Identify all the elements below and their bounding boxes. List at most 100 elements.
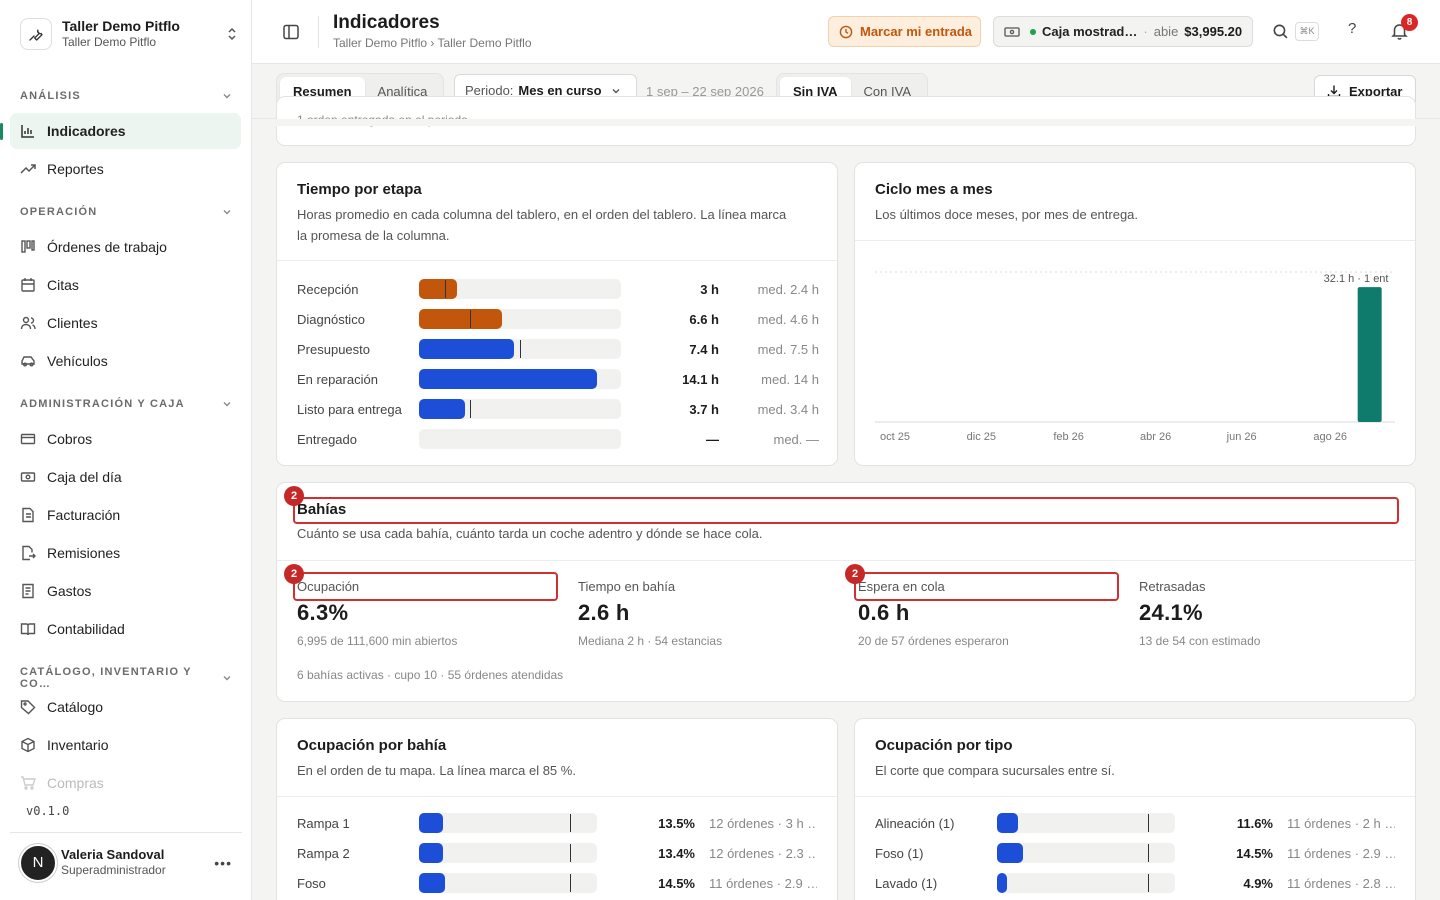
workspace-switcher[interactable]: Taller Demo Pitflo Taller Demo Pitflo: [20, 16, 240, 52]
sidebar-item-citas[interactable]: Citas: [10, 267, 241, 303]
stage-value: 7.4 h: [689, 341, 719, 357]
x-tick-label: oct 25: [880, 431, 910, 443]
highlight-box: [293, 497, 1399, 524]
chevron-down-icon: [222, 399, 232, 409]
cash-register-status[interactable]: Caja mostrad… · abie $3,995.20: [993, 16, 1253, 47]
stage-label: Diagnóstico: [297, 311, 365, 327]
stage-label: Listo para entrega: [297, 401, 402, 417]
car-icon: [21, 356, 35, 367]
stage-value: 14.1 h: [682, 371, 719, 387]
occupancy-label: Lavado (1): [875, 875, 938, 891]
more-icon[interactable]: •••: [214, 855, 232, 871]
workspace-name: Taller Demo Pitflo: [62, 18, 180, 34]
user-name: Valeria Sandoval: [61, 847, 165, 862]
type-occupancy-card: Ocupación por tipo El corte que compara …: [854, 718, 1416, 900]
date-range: 1 sep – 22 sep 2026: [646, 84, 764, 99]
divider: [318, 16, 319, 48]
sidebar-item-gastos[interactable]: Gastos: [10, 573, 241, 609]
search-icon[interactable]: [1272, 23, 1289, 40]
occupancy-bar: [419, 873, 445, 893]
book-icon: [20, 623, 36, 636]
x-tick-label: ago 26: [1313, 431, 1347, 443]
sidebar-item-label: Cobros: [47, 431, 93, 447]
workspace-subtitle: Taller Demo Pitflo: [62, 35, 157, 49]
stage-bar: [419, 369, 597, 389]
occupancy-bar-track: [419, 873, 597, 893]
target-85-marker: [570, 844, 571, 862]
section-administracion[interactable]: ADMINISTRACIÓN Y CAJA: [20, 398, 232, 410]
sidebar-item-ordenes[interactable]: Órdenes de trabajo: [10, 229, 241, 265]
sidebar-toggle-icon[interactable]: [282, 23, 300, 41]
divider: [277, 260, 837, 261]
stage-bar: [419, 399, 465, 419]
card-description: Cuánto se usa cada bahía, cuánto tarda u…: [297, 526, 763, 541]
stage-median: med. 7.5 h: [757, 341, 819, 357]
sidebar-item-catalogo[interactable]: Catálogo: [10, 689, 241, 725]
occupancy-bar-track: [997, 843, 1175, 863]
card-description: En el orden de tu mapa. La línea marca e…: [297, 763, 576, 778]
stage-bar-track: [419, 429, 621, 449]
cash-icon: [1004, 26, 1020, 37]
highlight-box: [854, 572, 1119, 601]
card-title: Tiempo por etapa: [297, 181, 422, 198]
stage-median: med. 3.4 h: [757, 401, 819, 417]
section-operacion[interactable]: OPERACIÓN: [20, 206, 232, 218]
cart-icon: [21, 776, 36, 790]
stage-value: —: [706, 431, 719, 447]
bays-card: Bahías Cuánto se usa cada bahía, cuánto …: [276, 482, 1416, 702]
box-icon: [21, 737, 35, 753]
sidebar-item-reportes[interactable]: Reportes: [10, 151, 241, 187]
kpi-tiempo-bahia: Tiempo en bahía 2.6 h Mediana 2 h · 54 e…: [578, 579, 840, 648]
occupancy-row: Rampa 2 13.4% 12 órdenes · 2.3 …: [297, 842, 817, 864]
chevron-down-icon: [222, 207, 232, 217]
tag-icon: [20, 700, 36, 715]
tab-con-iva[interactable]: Con IVA: [863, 83, 911, 99]
card-icon: [20, 433, 36, 445]
section-catalogo[interactable]: CATÁLOGO, INVENTARIO Y CO…: [20, 666, 232, 690]
sidebar-item-vehiculos[interactable]: Vehículos: [10, 343, 241, 379]
section-label: ADMINISTRACIÓN Y CAJA: [20, 398, 185, 410]
sidebar-item-compras[interactable]: Compras: [10, 765, 241, 801]
sidebar-item-clientes[interactable]: Clientes: [10, 305, 241, 341]
stage-median: med. 2.4 h: [757, 281, 819, 297]
tab-analitica[interactable]: Analítica: [377, 83, 428, 99]
sidebar-item-label: Reportes: [47, 161, 104, 177]
occupancy-percent: 11.6%: [1236, 815, 1273, 831]
sidebar-item-cobros[interactable]: Cobros: [10, 421, 241, 457]
breadcrumb: Taller Demo Pitflo › Taller Demo Pitflo: [333, 36, 532, 50]
clock-in-button[interactable]: Marcar mi entrada: [828, 16, 981, 47]
sidebar-item-indicadores[interactable]: Indicadores: [0, 113, 241, 149]
wrench-icon: [20, 18, 52, 50]
kpi-detail: 6,995 de 111,600 min abiertos: [297, 634, 458, 648]
bays-summary: 6 bahías activas · cupo 10 · 55 órdenes …: [297, 668, 564, 682]
sidebar-item-remisiones[interactable]: Remisiones: [10, 535, 241, 571]
sidebar-item-inventario[interactable]: Inventario: [10, 727, 241, 763]
occupancy-detail: 11 órdenes · 2.9 …: [709, 875, 817, 891]
cycle-bar[interactable]: [1357, 287, 1382, 422]
help-icon[interactable]: ?: [1348, 20, 1357, 37]
occupancy-bar-track: [997, 873, 1175, 893]
kpi-label: Ocupación: [297, 579, 360, 594]
period-value: Mes en curso: [518, 83, 602, 98]
bay-occupancy-card: Ocupación por bahía En el orden de tu ma…: [276, 718, 838, 900]
occupancy-bar: [997, 843, 1023, 863]
sidebar-item-facturacion[interactable]: Facturación: [10, 497, 241, 533]
sidebar-item-contabilidad[interactable]: Contabilidad: [10, 611, 241, 647]
occupancy-bar-track: [419, 843, 597, 863]
stage-row: Listo para entrega 3.7 h med. 3.4 h: [297, 398, 819, 420]
sidebar-item-caja[interactable]: Caja del día: [10, 459, 241, 495]
user-menu[interactable]: N Valeria Sandoval Superadministrador ••…: [10, 832, 242, 892]
shortcut-hint: ⌘K: [1295, 22, 1319, 41]
sidebar-item-label: Caja del día: [47, 469, 122, 485]
card-description: El corte que compara sucursales entre sí…: [875, 763, 1115, 778]
target-85-marker: [1148, 844, 1149, 862]
description-line: la promesa de la columna.: [297, 228, 450, 243]
scroll-mask: [252, 119, 1440, 126]
sidebar-item-label: Gastos: [47, 583, 92, 599]
user-role: Superadministrador: [61, 863, 166, 877]
x-tick-label: jun 26: [1226, 431, 1257, 443]
occupancy-label: Foso: [297, 875, 326, 891]
file-export-icon: [22, 545, 36, 561]
occupancy-percent: 14.5%: [658, 875, 695, 891]
section-analisis[interactable]: ANÁLISIS: [20, 90, 232, 102]
